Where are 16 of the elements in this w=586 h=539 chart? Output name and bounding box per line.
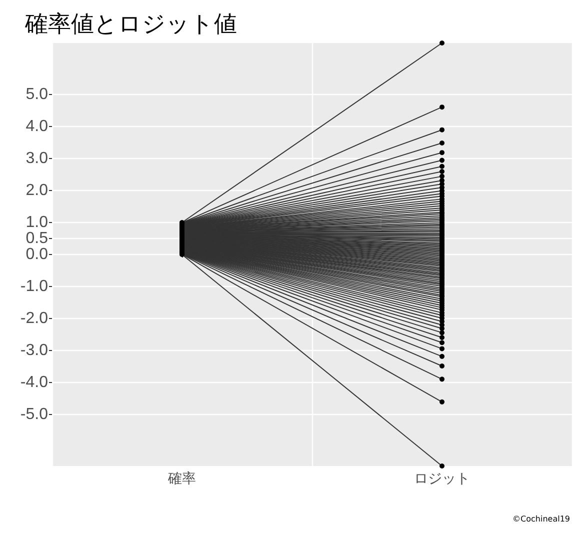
y-tick-label: 5.0	[26, 86, 48, 103]
x-tick-label: 確率	[167, 471, 196, 487]
x-tick-label: ロジット	[414, 471, 470, 487]
y-tick-label: -5.0	[20, 406, 48, 424]
y-tick-label: 0.0	[26, 246, 48, 263]
text: ©Cochineal19	[512, 514, 570, 524]
y-tick-label: 0.5	[26, 230, 48, 247]
chart-title: 確率値とロジット値	[24, 12, 237, 38]
y-tick-label: -1.0	[20, 278, 48, 296]
y-tick-label: 2.0	[26, 182, 48, 199]
y-tick-label: -2.0	[20, 310, 48, 328]
y-tick-label: 1.0	[26, 214, 48, 231]
y-tick-label: -4.0	[20, 374, 48, 392]
y-tick-label: 3.0	[26, 150, 48, 167]
y-tick-label: -3.0	[20, 342, 48, 360]
y-tick-label: 4.0	[26, 118, 48, 135]
